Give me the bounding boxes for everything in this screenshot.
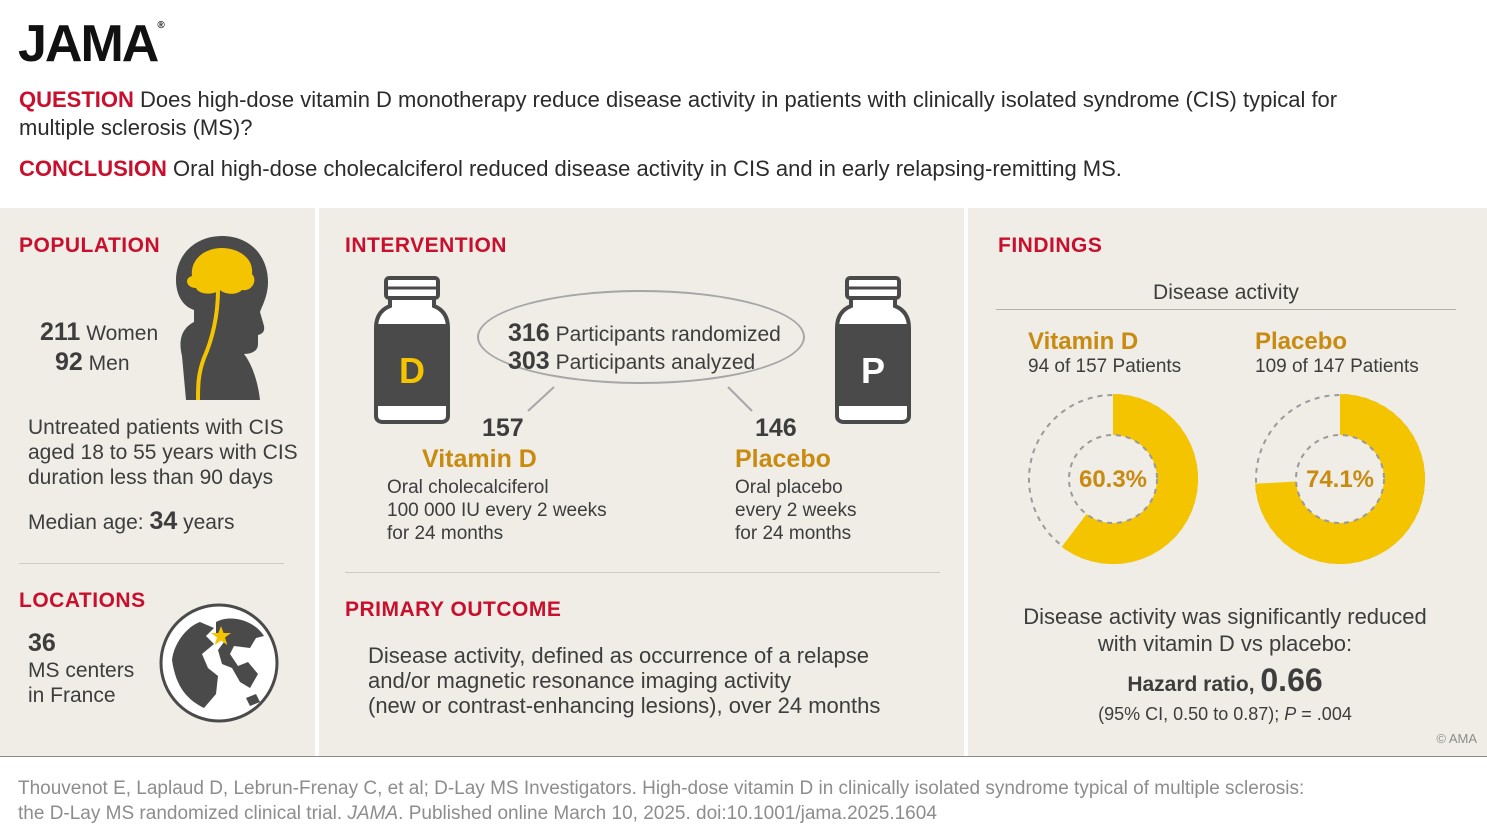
placebo-count: 146: [755, 414, 797, 442]
population-description: Untreated patients with CIS aged 18 to 5…: [28, 416, 298, 489]
placebo-name: Placebo: [735, 445, 831, 473]
findings-title: FINDINGS: [998, 234, 1103, 257]
median-age-value: 34: [149, 507, 178, 535]
vitamin-d-line1: Oral cholecalciferol: [387, 477, 549, 498]
vitamin-d-regimen: Oral cholecalciferol 100 000 IU every 2 …: [387, 476, 607, 545]
placebo-donut-arc: [1255, 394, 1425, 564]
findings-rule: [996, 309, 1456, 310]
placebo-line3: for 24 months: [735, 523, 852, 544]
vitamin-d-donut-chart: [1028, 394, 1198, 564]
star-icon: [211, 626, 231, 645]
women-label: Women: [86, 322, 159, 345]
question-label: QUESTION: [19, 87, 134, 112]
citation-line1: Thouvenot E, Laplaud D, Lebrun-Frenay C,…: [18, 778, 1305, 799]
findings-subtitle: Disease activity: [1153, 281, 1299, 304]
findings-summary-line1: Disease activity was significantly reduc…: [1023, 604, 1427, 629]
locations-count: 36: [28, 629, 56, 657]
placebo-percent: 74.1%: [1305, 466, 1375, 493]
globe-icon: [159, 603, 279, 723]
men-count: 92: [55, 348, 83, 376]
analyzed-row: 303 Participants analyzed: [508, 347, 755, 376]
vitamin-d-count: 157: [482, 414, 524, 442]
hazard-ratio-label: Hazard ratio,: [1127, 673, 1255, 696]
placebo-line1: Oral placebo: [735, 477, 843, 498]
men-row: 92 Men: [55, 348, 130, 377]
placebo-regimen: Oral placebo every 2 weeks for 24 months: [735, 476, 856, 545]
primary-outcome-title: PRIMARY OUTCOME: [345, 598, 562, 621]
logo-text: JAMA: [18, 15, 159, 73]
confidence-interval-row: (95% CI, 0.50 to 0.87); P = .004: [990, 704, 1460, 725]
population-divider: [19, 563, 284, 564]
citation-journal: JAMA: [347, 803, 399, 824]
vitamin-d-line3: for 24 months: [387, 523, 504, 544]
randomized-count: 316: [508, 319, 550, 347]
copyright: © AMA: [1436, 731, 1477, 746]
vitamin-d-donut-arc: [1061, 394, 1198, 564]
randomized-label: Participants randomized: [555, 323, 781, 346]
vitamin-d-bottle-icon: [374, 276, 450, 424]
vitamin-d-percent: 60.3%: [1078, 466, 1148, 493]
locations-line1: MS centers: [28, 659, 135, 682]
findings-vitamin-d-patients: 94 of 157 Patients: [1028, 356, 1182, 377]
population-title: POPULATION: [19, 234, 161, 257]
primary-outcome-text: Disease activity, defined as occurrence …: [368, 643, 880, 718]
confidence-interval-text: (95% CI, 0.50 to 0.87);: [1098, 704, 1280, 724]
primary-outcome-line1: Disease activity, defined as occurrence …: [368, 643, 869, 668]
p-label: P: [1284, 704, 1297, 724]
participants-ellipse: [477, 290, 805, 384]
median-age-label: Median age:: [28, 511, 144, 534]
vitamin-d-bottle-label: D: [399, 350, 425, 391]
intervention-divider: [345, 572, 940, 573]
hazard-ratio-value: 0.66: [1260, 662, 1323, 698]
intervention-title: INTERVENTION: [345, 234, 507, 257]
findings-placebo-patients: 109 of 147 Patients: [1255, 356, 1419, 377]
primary-outcome-line3: (new or contrast-enhancing lesions), ove…: [368, 693, 881, 718]
findings-placebo-name: Placebo: [1255, 328, 1348, 355]
panel-divider-right: [964, 208, 968, 756]
locations-line2: in France: [28, 684, 116, 707]
citation-line2: the D-Lay MS randomized clinical trial. …: [18, 801, 1458, 826]
women-count: 211: [40, 318, 81, 346]
jama-logo: JAMA®: [18, 14, 165, 74]
placebo-bottle-icon: [835, 276, 911, 424]
women-row: 211 Women: [40, 318, 158, 347]
randomized-row: 316 Participants randomized: [508, 319, 781, 348]
primary-outcome-line2: and/or magnetic resonance imaging activi…: [368, 668, 792, 693]
citation-line2-a: the D-Lay MS randomized clinical trial.: [18, 803, 343, 824]
vitamin-d-name: Vitamin D: [422, 445, 537, 473]
question-block: QUESTION Does high-dose vitamin D monoth…: [19, 86, 1339, 142]
conclusion-block: CONCLUSION Oral high-dose cholecalcifero…: [19, 155, 1339, 183]
registered-mark: ®: [157, 20, 165, 31]
median-age-unit: years: [183, 511, 235, 534]
analyzed-count: 303: [508, 347, 550, 375]
placebo-donut-chart: [1255, 394, 1425, 564]
conclusion-text: Oral high-dose cholecalciferol reduced d…: [173, 156, 1122, 181]
placebo-bottle-label: P: [860, 350, 885, 391]
findings-summary-line2: with vitamin D vs placebo:: [1097, 631, 1353, 656]
person-brain-icon: [176, 236, 268, 400]
hazard-ratio-row: Hazard ratio, 0.66: [990, 662, 1460, 699]
men-label: Men: [88, 352, 130, 375]
panel-bottom-rule: [0, 756, 1487, 757]
vitamin-d-donut-inner: [1068, 434, 1158, 524]
conclusion-label: CONCLUSION: [19, 156, 167, 181]
findings-vitamin-d-name: Vitamin D: [1028, 328, 1139, 355]
split-connector-lines: [527, 386, 753, 412]
median-age-row: Median age: 34 years: [28, 507, 234, 536]
vitamin-d-line2: 100 000 IU every 2 weeks: [387, 500, 607, 521]
question-text: Does high-dose vitamin D monotherapy red…: [19, 87, 1338, 140]
p-value: = .004: [1301, 704, 1352, 724]
findings-summary: Disease activity was significantly reduc…: [990, 603, 1460, 657]
locations-title: LOCATIONS: [19, 589, 146, 612]
placebo-line2: every 2 weeks: [735, 500, 857, 521]
citation-line2-b: . Published online March 10, 2025. doi:1…: [398, 803, 937, 824]
placebo-donut-inner: [1295, 434, 1385, 524]
analyzed-label: Participants analyzed: [555, 351, 756, 374]
panel-divider-left: [315, 208, 319, 756]
citation: Thouvenot E, Laplaud D, Lebrun-Frenay C,…: [18, 776, 1458, 826]
